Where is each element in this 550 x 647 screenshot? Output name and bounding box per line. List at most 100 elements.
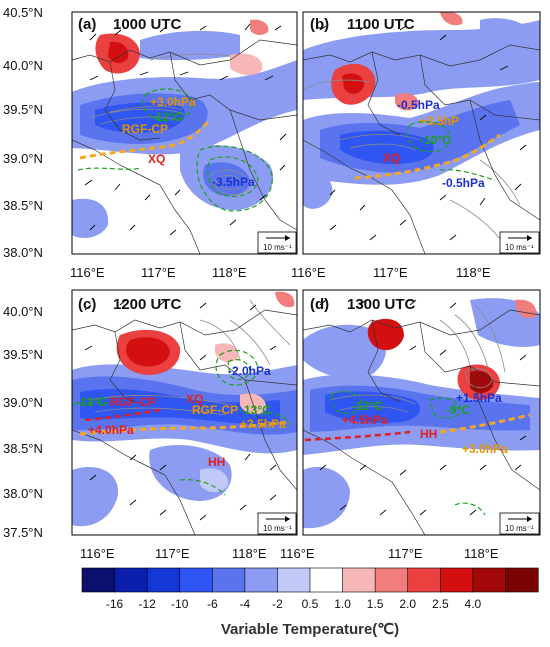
panel-d-x-axis: 116°E 117°E 118°E (280, 546, 499, 561)
y-tick-label: 39.5°N (3, 347, 43, 362)
panel-d-time: 1300 UTC (347, 296, 416, 313)
panel-d-annot-4: HH (420, 427, 437, 441)
panel-a-label: (a) (78, 16, 96, 33)
panel-c-annot-1: -13°C (76, 395, 107, 409)
y-tick-label: 37.5°N (3, 525, 43, 540)
y-tick-label: 39.0°N (3, 395, 43, 410)
colorbar-swatches (81, 567, 539, 593)
colorbar-tick-label: -6 (207, 597, 218, 611)
panel-a-field (72, 12, 297, 254)
panel-b-wind-vectors (319, 25, 527, 241)
panel-a-time: 1000 UTC (113, 16, 182, 33)
y-tick-label: 40.5°N (3, 5, 43, 20)
panel-c-label: (c) (78, 296, 96, 313)
panel-b-annot-3: XQ (383, 151, 400, 165)
y-tick-label: 38.5°N (3, 441, 43, 456)
panel-a-x-axis: 116°E 117°E 118°E (70, 265, 247, 280)
panel-b-ref-vector: 10 ms⁻¹ (499, 231, 540, 254)
panel-d-wind-vectors (319, 299, 527, 516)
y-tick-label: 39.5°N (3, 102, 43, 117)
panel-b-x-axis: 116°E 117°E 118°E (291, 265, 491, 280)
x-tick-label: 117°E (155, 546, 190, 561)
panel-b-annot-4: -0.5hPa (442, 176, 485, 190)
x-tick-label: 116°E (70, 265, 105, 280)
x-tick-label: 117°E (388, 546, 423, 561)
panel-d-annot-0: -12°C (352, 399, 383, 413)
panel-c-annot-5: -13°C (240, 403, 271, 417)
panel-b: (b) 1100 UTC -0.5hPa +3.5hP -10°C XQ -0.… (291, 11, 541, 280)
panel-a: (a) 1000 UTC +3.0hPa -12°C RGF-CP XQ -3.… (3, 5, 298, 280)
panel-c-annot-0: -2.0hPa (228, 364, 271, 378)
panel-b-annot-0: -0.5hPa (397, 98, 440, 112)
x-tick-label: 118°E (232, 546, 267, 561)
colorbar-tick-label: -2 (272, 597, 283, 611)
svg-text:10 ms⁻¹: 10 ms⁻¹ (263, 243, 292, 252)
colorbar-swatch (179, 567, 213, 593)
panel-c-x-axis: 116°E 117°E 118°E (80, 546, 267, 561)
x-tick-label: 117°E (141, 265, 176, 280)
colorbar-swatch (309, 567, 344, 593)
panel-c-annot-7: +3.5hPa (240, 417, 286, 431)
colorbar-swatch (505, 567, 539, 593)
colorbar-swatch (244, 567, 279, 593)
colorbar-tick-label: 1.0 (334, 597, 351, 611)
panel-c-field (72, 290, 297, 535)
colorbar-tick-label: 4.0 (465, 597, 482, 611)
panel-d-annot-3: -9°C (446, 403, 470, 417)
svg-text:10 ms⁻¹: 10 ms⁻¹ (505, 243, 534, 252)
panel-c-annot-8: HH (208, 455, 225, 469)
x-tick-label: 118°E (212, 265, 247, 280)
panel-d-label: (d) (310, 296, 329, 313)
panel-c-wind-vectors (84, 299, 277, 521)
panel-d-ref-vector: 10 ms⁻¹ (499, 512, 540, 535)
colorbar-tick-label: -4 (240, 597, 251, 611)
panel-b-time: 1100 UTC (347, 16, 415, 33)
svg-text:10 ms⁻¹: 10 ms⁻¹ (505, 524, 534, 533)
colorbar-swatch (81, 567, 116, 593)
colorbar-swatch (342, 567, 376, 593)
colorbar-swatch (472, 567, 507, 593)
y-tick-label: 40.0°N (3, 58, 43, 73)
y-tick-label: 38.0°N (3, 245, 43, 260)
panel-a-annot-3: XQ (148, 152, 165, 166)
x-tick-label: 117°E (373, 265, 408, 280)
panel-d-annot-2: +1.5hPa (456, 391, 502, 405)
panel-a-annot-4: -3.5hPa (212, 175, 255, 189)
panel-a-annot-0: +3.0hPa (150, 95, 196, 109)
x-tick-label: 118°E (464, 546, 499, 561)
panel-c-annot-6: +4.0hPa (88, 423, 134, 437)
colorbar-tick-label: 2.0 (399, 597, 416, 611)
panel-a-y-axis: 40.5°N 40.0°N 39.5°N 39.0°N 38.5°N 38.0°… (3, 5, 43, 260)
panel-d-field (303, 290, 540, 535)
y-tick-label: 40.0°N (3, 304, 43, 319)
panel-c-ref-vector: 10 ms⁻¹ (257, 512, 297, 535)
colorbar-swatch (211, 567, 246, 593)
colorbar-tick-label: 0.5 (302, 597, 319, 611)
panel-d-annot-5: +3.0hPa (462, 442, 508, 456)
x-tick-label: 116°E (280, 546, 315, 561)
panel-a-annot-1: -12°C (152, 110, 183, 124)
x-tick-label: 116°E (291, 265, 326, 280)
colorbar-tick-label: -12 (138, 597, 156, 611)
panel-b-annot-1: +3.5hP (420, 114, 459, 128)
panel-a-wind-vectors (84, 23, 287, 236)
colorbar-swatch (277, 567, 311, 593)
panel-c-annot-4: RGF-CP (192, 403, 238, 417)
panel-c: (c) 1200 UTC -2.0hPa -13°C RGF-CP XQ RGF… (3, 289, 298, 561)
colorbar-tick-label: -10 (171, 597, 189, 611)
colorbar-tick-label: 2.5 (432, 597, 449, 611)
colorbar-tick-label: 1.5 (367, 597, 384, 611)
panel-b-label: (b) (310, 16, 329, 33)
colorbar: -16 -12 -10 -6 -4 -2 0.5 1.0 1.5 2.0 2.5 4.0 Variab… (81, 567, 539, 638)
y-tick-label: 38.5°N (3, 198, 43, 213)
panel-d-annot-1: +4.5hPa (342, 413, 388, 427)
panel-d: (d) 1300 UTC -12°C +4.5hPa +1.5hPa -9°C … (280, 289, 541, 561)
colorbar-swatch (374, 567, 409, 593)
panel-a-annot-2: RGF-CP (122, 122, 168, 136)
colorbar-swatch (146, 567, 181, 593)
x-tick-label: 116°E (80, 546, 115, 561)
svg-text:10 ms⁻¹: 10 ms⁻¹ (263, 524, 292, 533)
panel-c-time: 1200 UTC (113, 296, 182, 313)
panel-b-field (303, 12, 540, 254)
